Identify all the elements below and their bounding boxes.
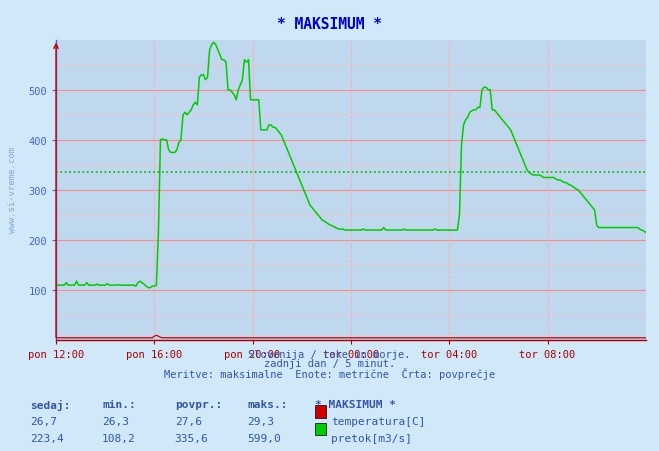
Text: 599,0: 599,0 [247, 433, 281, 443]
Text: www.si-vreme.com: www.si-vreme.com [8, 147, 17, 232]
Text: Meritve: maksimalne  Enote: metrične  Črta: povprečje: Meritve: maksimalne Enote: metrične Črta… [164, 368, 495, 380]
Text: zadnji dan / 5 minut.: zadnji dan / 5 minut. [264, 359, 395, 368]
Text: 27,6: 27,6 [175, 416, 202, 426]
Text: * MAKSIMUM *: * MAKSIMUM * [315, 399, 396, 409]
Text: Slovenija / reke in morje.: Slovenija / reke in morje. [248, 350, 411, 359]
Text: min.:: min.: [102, 399, 136, 409]
Text: 29,3: 29,3 [247, 416, 274, 426]
Text: 26,3: 26,3 [102, 416, 129, 426]
Text: povpr.:: povpr.: [175, 399, 222, 409]
Text: 108,2: 108,2 [102, 433, 136, 443]
Text: pretok[m3/s]: pretok[m3/s] [331, 433, 412, 443]
Text: 335,6: 335,6 [175, 433, 208, 443]
Text: 223,4: 223,4 [30, 433, 63, 443]
Text: sedaj:: sedaj: [30, 399, 70, 410]
Text: maks.:: maks.: [247, 399, 287, 409]
Text: temperatura[C]: temperatura[C] [331, 416, 425, 426]
Text: * MAKSIMUM *: * MAKSIMUM * [277, 17, 382, 32]
Text: 26,7: 26,7 [30, 416, 57, 426]
